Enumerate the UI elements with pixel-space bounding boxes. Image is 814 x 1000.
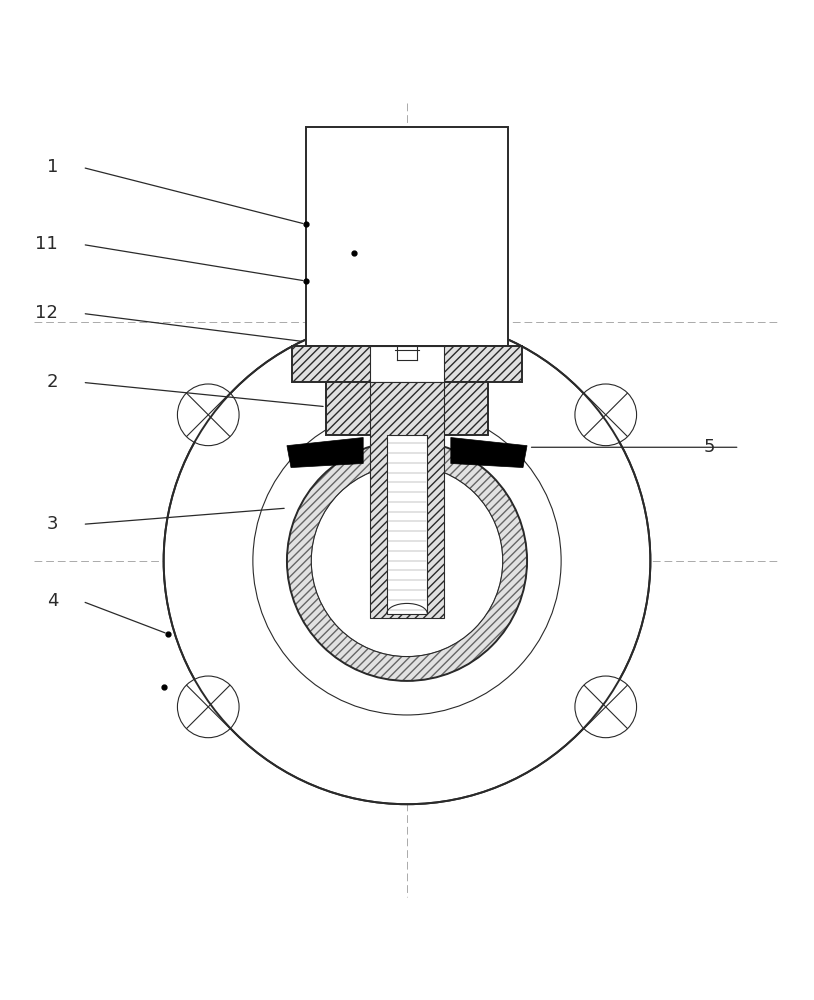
Polygon shape [370, 346, 444, 382]
Text: 11: 11 [36, 235, 58, 253]
Polygon shape [370, 382, 444, 618]
Circle shape [575, 384, 637, 446]
Circle shape [177, 676, 239, 738]
Text: 5: 5 [704, 438, 716, 456]
Polygon shape [326, 382, 488, 435]
Text: 12: 12 [35, 304, 58, 322]
Text: 2: 2 [46, 373, 58, 391]
Text: 1: 1 [46, 158, 58, 176]
Text: 3: 3 [46, 515, 58, 533]
Circle shape [575, 676, 637, 738]
Polygon shape [291, 346, 523, 382]
Circle shape [164, 317, 650, 804]
Circle shape [177, 384, 239, 446]
Text: 4: 4 [46, 592, 58, 610]
Polygon shape [451, 438, 527, 468]
Circle shape [376, 530, 438, 592]
Circle shape [287, 441, 527, 681]
Polygon shape [305, 127, 509, 346]
Polygon shape [287, 438, 363, 468]
Polygon shape [387, 435, 427, 614]
